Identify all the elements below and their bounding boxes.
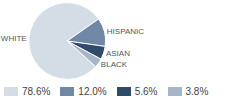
html-text:5.6%: 5.6% (134, 85, 158, 97)
svg-text:BLACK: BLACK (101, 60, 128, 69)
html-text:78.6%: 78.6% (22, 85, 51, 97)
html-text:12.0%: 12.0% (78, 85, 107, 97)
svg-text:WHITE: WHITE (1, 34, 27, 43)
html-text:3.8%: 3.8% (185, 85, 209, 97)
svg-text:HISPANIC: HISPANIC (107, 27, 144, 36)
svg-text:ASIAN: ASIAN (106, 49, 130, 58)
